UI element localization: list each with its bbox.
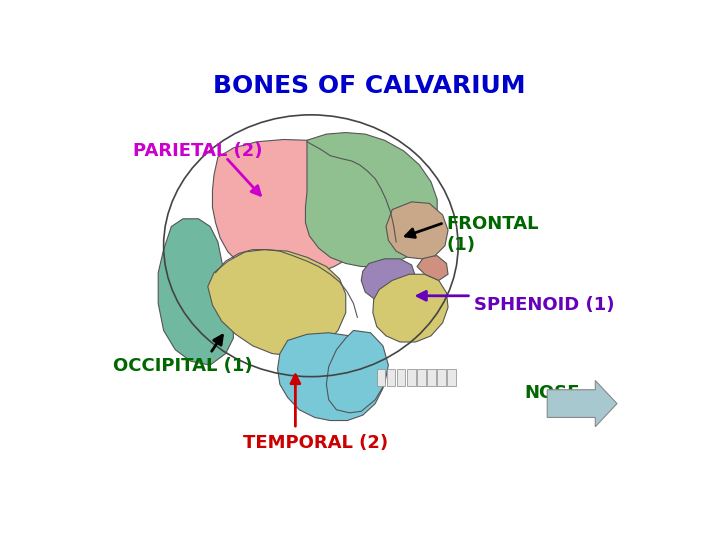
Polygon shape xyxy=(305,132,437,267)
Polygon shape xyxy=(158,219,233,365)
Polygon shape xyxy=(212,139,396,279)
Text: FRONTAL
(1): FRONTAL (1) xyxy=(446,215,539,254)
Text: BONES OF CALVARIUM: BONES OF CALVARIUM xyxy=(212,75,526,98)
Polygon shape xyxy=(326,330,388,413)
Text: SPHENOID (1): SPHENOID (1) xyxy=(474,296,614,314)
Polygon shape xyxy=(417,256,448,280)
Text: NOSE: NOSE xyxy=(524,384,580,402)
Bar xyxy=(407,369,415,386)
Bar xyxy=(437,369,446,386)
Text: OCCIPITAL (1): OCCIPITAL (1) xyxy=(113,357,253,375)
Text: PARIETAL (2): PARIETAL (2) xyxy=(132,142,262,160)
Polygon shape xyxy=(547,381,617,427)
Polygon shape xyxy=(386,202,448,259)
Polygon shape xyxy=(373,274,448,342)
Bar xyxy=(387,369,395,386)
Polygon shape xyxy=(277,333,386,421)
Text: TEMPORAL (2): TEMPORAL (2) xyxy=(243,434,389,453)
Bar xyxy=(417,369,426,386)
Polygon shape xyxy=(208,249,346,356)
Bar xyxy=(427,369,436,386)
Polygon shape xyxy=(361,259,415,302)
Bar xyxy=(397,369,405,386)
Bar xyxy=(377,369,385,386)
Bar xyxy=(447,369,456,386)
